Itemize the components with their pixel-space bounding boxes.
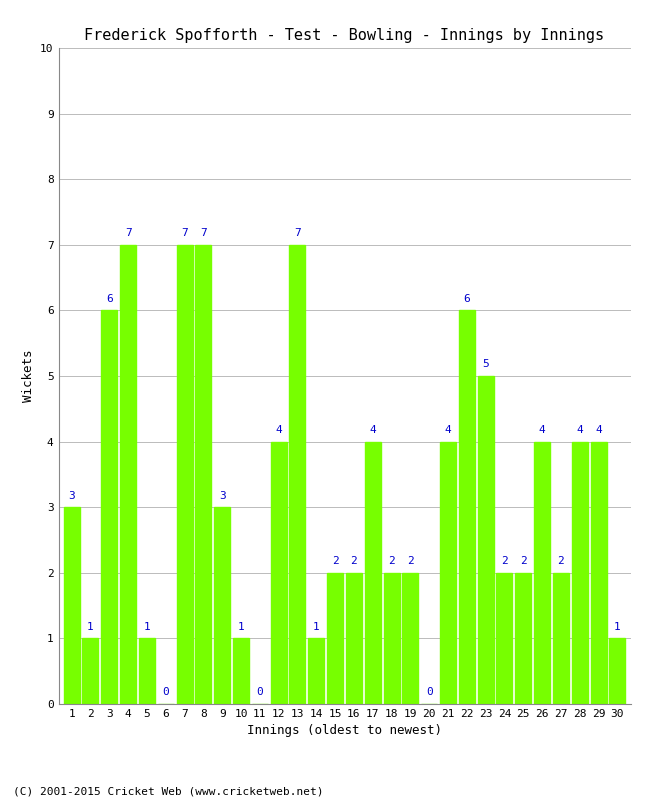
Bar: [572, 442, 588, 704]
Bar: [139, 638, 155, 704]
Bar: [440, 442, 456, 704]
Bar: [365, 442, 381, 704]
Bar: [478, 376, 493, 704]
Bar: [177, 245, 192, 704]
Text: 2: 2: [388, 556, 395, 566]
Text: 1: 1: [614, 622, 621, 632]
Text: 7: 7: [125, 228, 131, 238]
Text: 7: 7: [200, 228, 207, 238]
Text: 1: 1: [144, 622, 150, 632]
Title: Frederick Spofforth - Test - Bowling - Innings by Innings: Frederick Spofforth - Test - Bowling - I…: [84, 28, 604, 42]
Text: 7: 7: [181, 228, 188, 238]
Text: 1: 1: [87, 622, 94, 632]
Bar: [515, 573, 531, 704]
Text: 0: 0: [257, 687, 263, 698]
Bar: [196, 245, 211, 704]
Text: 6: 6: [106, 294, 112, 304]
X-axis label: Innings (oldest to newest): Innings (oldest to newest): [247, 725, 442, 738]
Bar: [609, 638, 625, 704]
Text: 7: 7: [294, 228, 301, 238]
Text: (C) 2001-2015 Cricket Web (www.cricketweb.net): (C) 2001-2015 Cricket Web (www.cricketwe…: [13, 786, 324, 796]
Text: 3: 3: [68, 490, 75, 501]
Bar: [590, 442, 606, 704]
Bar: [270, 442, 287, 704]
Text: 4: 4: [539, 425, 545, 435]
Text: 2: 2: [558, 556, 564, 566]
Text: 0: 0: [426, 687, 432, 698]
Text: 2: 2: [520, 556, 526, 566]
Text: 4: 4: [275, 425, 282, 435]
Bar: [534, 442, 550, 704]
Bar: [233, 638, 249, 704]
Text: 4: 4: [369, 425, 376, 435]
Text: 1: 1: [313, 622, 320, 632]
Text: 6: 6: [463, 294, 470, 304]
Y-axis label: Wickets: Wickets: [21, 350, 34, 402]
Bar: [497, 573, 512, 704]
Bar: [308, 638, 324, 704]
Bar: [83, 638, 99, 704]
Bar: [120, 245, 136, 704]
Bar: [64, 507, 80, 704]
Bar: [459, 310, 474, 704]
Bar: [346, 573, 362, 704]
Bar: [214, 507, 230, 704]
Text: 2: 2: [332, 556, 339, 566]
Text: 0: 0: [162, 687, 169, 698]
Text: 2: 2: [407, 556, 414, 566]
Bar: [289, 245, 306, 704]
Bar: [327, 573, 343, 704]
Text: 3: 3: [219, 490, 226, 501]
Bar: [553, 573, 569, 704]
Text: 2: 2: [350, 556, 358, 566]
Text: 1: 1: [238, 622, 244, 632]
Text: 4: 4: [445, 425, 451, 435]
Text: 2: 2: [501, 556, 508, 566]
Bar: [384, 573, 400, 704]
Bar: [402, 573, 419, 704]
Text: 4: 4: [577, 425, 583, 435]
Text: 4: 4: [595, 425, 602, 435]
Bar: [101, 310, 117, 704]
Text: 5: 5: [482, 359, 489, 370]
